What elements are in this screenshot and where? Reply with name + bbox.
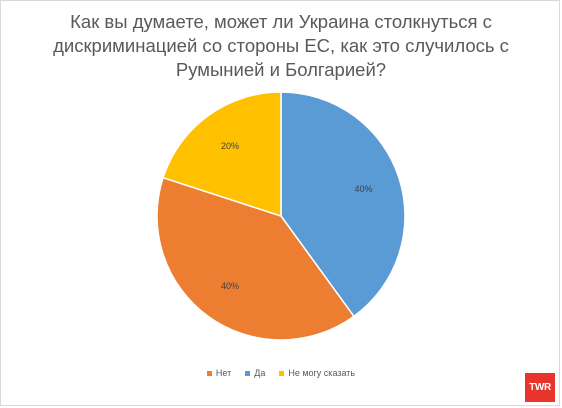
chart-title: Как вы думаете, может ли Украина столкну… [53, 11, 509, 80]
legend-item-da: Да [245, 368, 265, 378]
data-label-da: 40% [355, 184, 373, 194]
data-label-ne-mogu: 20% [221, 141, 239, 151]
legend-label-net: Нет [215, 368, 232, 378]
twr-logo: TWR [525, 373, 555, 402]
legend-item-ne-mogu: Не могу сказать [279, 368, 355, 378]
legend-item-net: Нет [206, 368, 232, 378]
slice-ne-mogu [162, 91, 282, 218]
legend-label-ne-mogu: Не могу сказать [288, 368, 356, 378]
legend-swatch-da [245, 370, 251, 376]
data-label-net: 40% [221, 281, 239, 291]
slice-da [280, 91, 406, 318]
legend-swatch-ne-mogu [279, 370, 285, 376]
pie-slices [156, 91, 406, 341]
pie-data-labels: 40% 40% 20% [221, 141, 373, 291]
legend-label-da: Да [254, 368, 266, 378]
slice-net [156, 176, 355, 341]
chart-legend: Нет Да Не могу сказать [0, 368, 562, 378]
legend-swatch-net [206, 370, 212, 376]
